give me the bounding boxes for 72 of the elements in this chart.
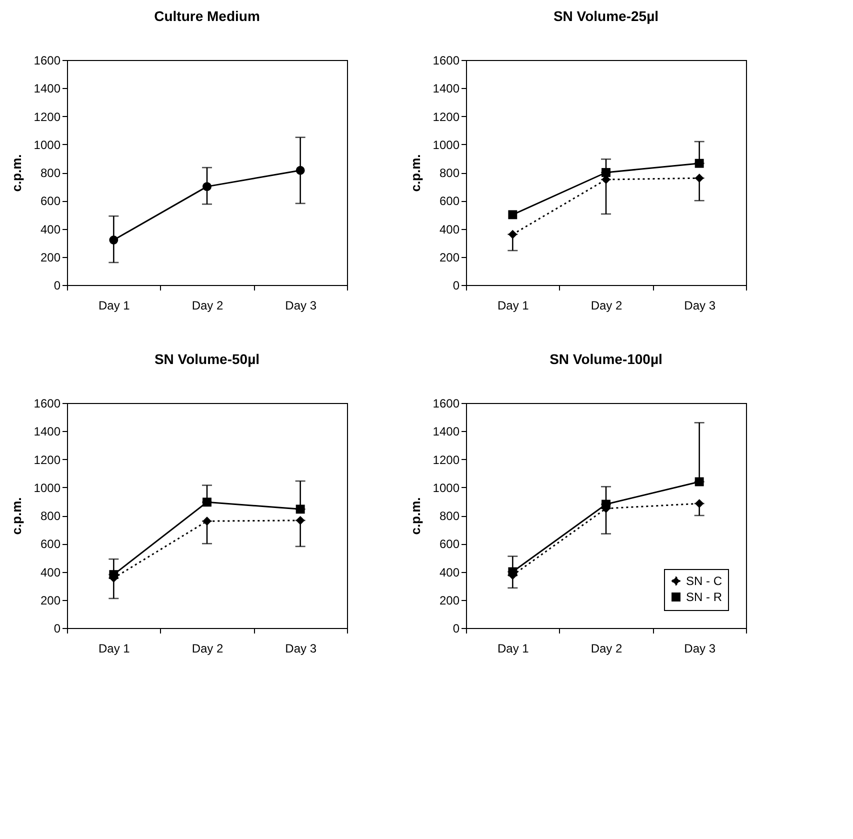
point <box>694 499 704 508</box>
point <box>296 504 305 514</box>
y-tick-label: 1200 <box>432 110 460 124</box>
y-tick-label: 800 <box>40 166 61 180</box>
y-tick-label: 0 <box>452 278 460 292</box>
y-tick-label: 1600 <box>432 396 460 410</box>
y-tick-label: 600 <box>40 537 61 552</box>
y-tick-label: 600 <box>40 194 61 208</box>
y-tick-label: 1200 <box>34 452 61 467</box>
legend-label: SN - R <box>686 590 722 604</box>
x-tick-label: Day 1 <box>98 298 130 312</box>
y-tick-label: 0 <box>54 622 61 636</box>
x-tick-label: Day 2 <box>192 642 224 656</box>
x-tick-label: Day 1 <box>497 642 530 656</box>
y-tick-label: 400 <box>40 565 61 580</box>
chart-title: SN Volume-50µl <box>154 351 260 367</box>
y-tick-label: 1200 <box>432 452 460 467</box>
point <box>694 158 704 168</box>
y-tick-label: 800 <box>439 166 460 180</box>
y-tick-label: 600 <box>439 537 460 552</box>
y-tick-label: 1600 <box>34 396 61 410</box>
point <box>202 182 212 192</box>
point <box>202 516 212 526</box>
x-tick-label: Day 2 <box>590 642 622 656</box>
y-tick-label: 1000 <box>432 138 460 152</box>
x-tick-label: Day 2 <box>590 298 622 312</box>
y-tick-label: 1000 <box>34 480 61 495</box>
point <box>508 230 518 239</box>
point <box>296 516 305 525</box>
x-tick-label: Day 1 <box>497 298 530 312</box>
y-tick-label: 800 <box>40 509 61 523</box>
x-tick-label: Day 3 <box>684 642 716 656</box>
chart-title: SN Volume-25µl <box>553 8 659 24</box>
y-tick-label: 1200 <box>34 110 61 124</box>
y-tick-label: 400 <box>439 565 460 580</box>
y-tick-label: 200 <box>439 593 460 608</box>
point <box>296 166 305 175</box>
y-tick-label: 1400 <box>432 424 460 439</box>
y-axis-title: c.p.m. <box>408 154 423 192</box>
y-axis-title: c.p.m. <box>8 497 24 535</box>
x-tick-label: Day 3 <box>684 298 716 312</box>
x-tick-label: Day 1 <box>98 642 130 656</box>
point <box>694 174 704 183</box>
y-tick-label: 1600 <box>34 54 61 68</box>
y-tick-label: 1600 <box>432 54 460 68</box>
y-tick-label: 1000 <box>34 138 61 152</box>
y-tick-label: 1400 <box>432 82 460 96</box>
y-tick-label: 400 <box>439 222 460 236</box>
point <box>508 210 518 220</box>
y-tick-label: 600 <box>439 194 460 208</box>
y-axis-title: c.p.m. <box>408 497 423 535</box>
y-tick-label: 0 <box>452 622 460 636</box>
point <box>602 168 610 177</box>
y-tick-label: 1400 <box>34 424 61 439</box>
legend-label: SN - C <box>686 574 722 588</box>
y-tick-label: 800 <box>439 509 460 523</box>
x-tick-label: Day 3 <box>285 298 317 312</box>
y-tick-label: 200 <box>40 250 61 264</box>
y-tick-label: 1400 <box>34 82 61 96</box>
y-tick-label: 200 <box>439 250 460 264</box>
point <box>109 236 118 244</box>
x-tick-label: Day 3 <box>285 642 317 656</box>
y-axis-title: c.p.m. <box>8 154 24 192</box>
chart-title: Culture Medium <box>154 8 260 24</box>
point <box>202 498 212 507</box>
x-tick-label: Day 2 <box>192 298 224 312</box>
y-tick-label: 1000 <box>432 480 460 495</box>
chart-title: SN Volume-100µl <box>550 351 662 367</box>
y-tick-label: 0 <box>54 278 61 292</box>
y-tick-label: 400 <box>40 222 61 236</box>
y-tick-label: 200 <box>40 593 61 608</box>
point <box>694 477 704 486</box>
